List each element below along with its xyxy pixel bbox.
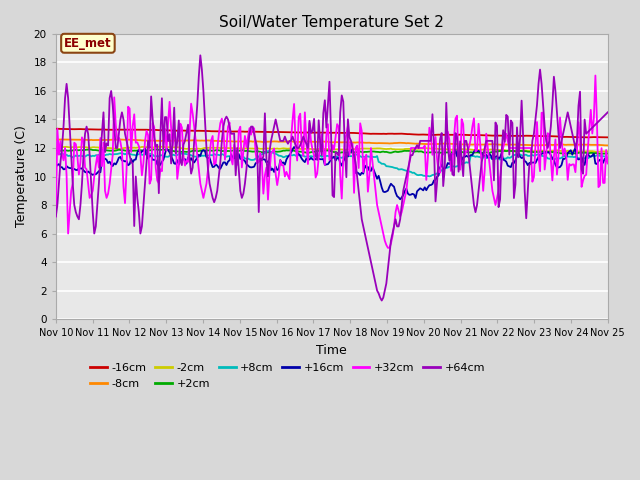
+8cm bbox=[216, 152, 224, 158]
+64cm bbox=[52, 214, 60, 219]
Line: +64cm: +64cm bbox=[56, 55, 608, 300]
-16cm bbox=[121, 127, 129, 132]
+32cm bbox=[52, 214, 60, 219]
+32cm bbox=[575, 120, 582, 125]
Title: Soil/Water Temperature Set 2: Soil/Water Temperature Set 2 bbox=[220, 15, 444, 30]
+16cm bbox=[235, 151, 243, 157]
Text: EE_met: EE_met bbox=[64, 37, 112, 50]
-2cm bbox=[604, 148, 612, 154]
+64cm bbox=[604, 109, 612, 115]
-2cm bbox=[295, 146, 303, 152]
+2cm bbox=[604, 151, 612, 156]
+2cm bbox=[120, 147, 127, 153]
+2cm bbox=[295, 149, 303, 155]
+32cm bbox=[293, 157, 301, 163]
-8cm bbox=[236, 139, 244, 144]
+16cm bbox=[291, 144, 298, 150]
+64cm bbox=[295, 145, 303, 151]
Line: +8cm: +8cm bbox=[56, 151, 608, 177]
-2cm bbox=[120, 145, 127, 151]
-8cm bbox=[246, 139, 253, 144]
-8cm bbox=[295, 139, 303, 145]
-8cm bbox=[56, 137, 64, 143]
Y-axis label: Temperature (C): Temperature (C) bbox=[15, 126, 28, 228]
-8cm bbox=[218, 138, 226, 144]
-2cm bbox=[575, 149, 582, 155]
-2cm bbox=[155, 144, 163, 150]
+2cm bbox=[575, 150, 582, 156]
+2cm bbox=[52, 148, 60, 154]
-2cm bbox=[218, 145, 226, 151]
+16cm bbox=[52, 164, 60, 170]
+2cm bbox=[246, 148, 253, 154]
-8cm bbox=[121, 137, 129, 143]
-8cm bbox=[52, 137, 60, 143]
+64cm bbox=[120, 117, 127, 122]
+2cm bbox=[154, 146, 161, 152]
+8cm bbox=[576, 156, 584, 161]
+8cm bbox=[426, 174, 433, 180]
-16cm bbox=[246, 129, 253, 134]
-16cm bbox=[236, 129, 244, 134]
+32cm bbox=[235, 128, 243, 133]
-16cm bbox=[604, 134, 612, 140]
-8cm bbox=[604, 143, 612, 148]
+64cm bbox=[236, 188, 244, 193]
Line: -8cm: -8cm bbox=[56, 140, 608, 145]
+16cm bbox=[396, 196, 404, 202]
Line: +32cm: +32cm bbox=[56, 75, 608, 248]
Line: +16cm: +16cm bbox=[56, 147, 608, 199]
+2cm bbox=[218, 148, 226, 154]
-16cm bbox=[218, 129, 226, 134]
+16cm bbox=[576, 156, 584, 162]
-16cm bbox=[295, 130, 303, 135]
-16cm bbox=[575, 134, 582, 140]
+16cm bbox=[604, 159, 612, 165]
-16cm bbox=[52, 126, 60, 132]
+64cm bbox=[378, 298, 385, 303]
Line: -16cm: -16cm bbox=[56, 129, 608, 137]
Line: -2cm: -2cm bbox=[56, 147, 608, 152]
+8cm bbox=[266, 148, 273, 154]
+64cm bbox=[576, 89, 584, 95]
+16cm bbox=[120, 158, 127, 164]
X-axis label: Time: Time bbox=[316, 344, 347, 357]
+8cm bbox=[120, 151, 127, 156]
+64cm bbox=[246, 131, 253, 137]
+32cm bbox=[591, 72, 599, 78]
+8cm bbox=[235, 154, 243, 159]
-2cm bbox=[246, 145, 253, 151]
Legend: -16cm, -8cm, -2cm, +2cm, +8cm, +16cm, +32cm, +64cm: -16cm, -8cm, -2cm, +2cm, +8cm, +16cm, +3… bbox=[86, 359, 490, 393]
+16cm bbox=[295, 151, 303, 157]
-2cm bbox=[236, 145, 244, 151]
+32cm bbox=[216, 120, 224, 126]
+2cm bbox=[236, 148, 244, 154]
+8cm bbox=[604, 155, 612, 160]
+2cm bbox=[596, 151, 604, 156]
+32cm bbox=[604, 161, 612, 167]
Line: +2cm: +2cm bbox=[56, 149, 608, 154]
-2cm bbox=[52, 144, 60, 150]
+16cm bbox=[244, 163, 252, 168]
+8cm bbox=[244, 156, 252, 161]
+8cm bbox=[52, 151, 60, 157]
-2cm bbox=[593, 149, 601, 155]
+32cm bbox=[120, 184, 127, 190]
+32cm bbox=[384, 245, 392, 251]
+16cm bbox=[216, 166, 224, 172]
+64cm bbox=[218, 138, 226, 144]
-8cm bbox=[575, 142, 582, 147]
-16cm bbox=[54, 126, 61, 132]
+32cm bbox=[244, 134, 252, 140]
-16cm bbox=[584, 134, 591, 140]
+8cm bbox=[295, 152, 303, 158]
+64cm bbox=[196, 52, 204, 58]
